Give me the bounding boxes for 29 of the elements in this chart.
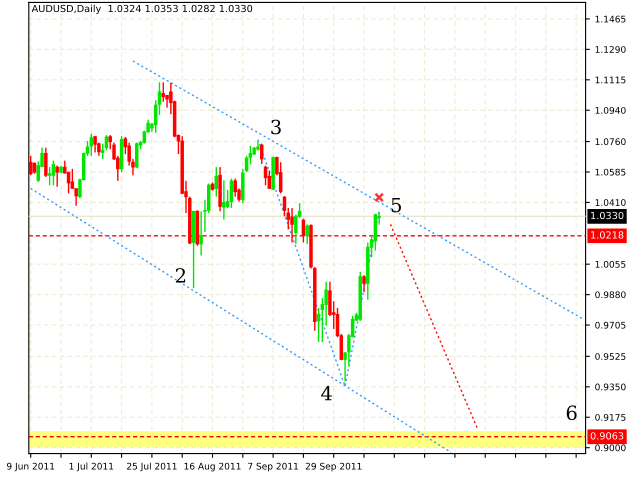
x-tick-label: 1 Jul 2011 [70, 462, 114, 472]
x-tick-label: 16 Aug 2011 [184, 462, 241, 472]
x-tick-label: 29 Sep 2011 [306, 462, 362, 472]
y-tick-label: 1.1115 [596, 76, 626, 84]
annotation: 4 [321, 386, 332, 400]
annotation: 2 [176, 268, 186, 283]
annotation: 3 [271, 120, 281, 134]
annotation: 5 [392, 198, 401, 212]
annotation: 6 [566, 405, 577, 420]
y-tick-label: 0.9175 [595, 414, 626, 421]
y-tick-label: 0.9350 [595, 384, 626, 390]
ref-line-label: 1.0330 [591, 212, 624, 220]
x-tick-label: 9 Jun 2011 [6, 462, 54, 472]
y-tick-label: 1.0410 [596, 199, 626, 206]
chart-title: AUDUSD,Daily 1.0324 1.0353 1.0282 1.0330 [32, 4, 252, 14]
y-tick-label: 1.1465 [596, 16, 626, 22]
y-tick-label: 1.0940 [596, 106, 626, 114]
y-tick-label: 1.1290 [596, 46, 626, 53]
y-tick-label: 0.9525 [595, 353, 626, 360]
y-tick-label: 1.0760 [596, 138, 626, 146]
ref-line-label: 0.9063 [590, 432, 624, 440]
y-tick-label: 1.0055 [596, 260, 626, 268]
x-tick-label: 7 Sep 2011 [248, 462, 298, 472]
y-tick-label: 1.0585 [596, 168, 626, 176]
x-tick-label: 25 Jul 2011 [127, 462, 177, 472]
y-tick-label: 0.9000 [595, 444, 626, 452]
y-tick-label: 0.9880 [595, 291, 626, 298]
y-tick-label: 0.9705 [595, 322, 626, 329]
ref-line-label: 1.0218 [591, 231, 624, 239]
